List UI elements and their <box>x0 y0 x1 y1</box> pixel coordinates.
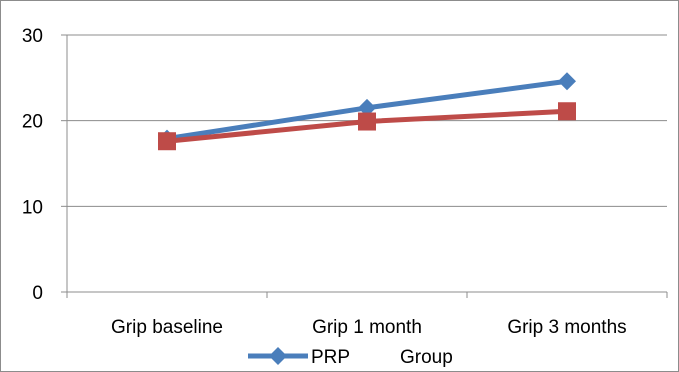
data-point <box>558 72 576 91</box>
legend: PRP Group <box>248 347 453 368</box>
series-prp <box>158 72 576 148</box>
y-tick-label: 20 <box>22 112 43 133</box>
series-group <box>158 102 576 151</box>
data-point <box>358 98 376 117</box>
legend-item: Group <box>400 347 453 368</box>
x-tick-label: Grip baseline <box>111 317 223 338</box>
y-tick-label: 0 <box>32 283 43 304</box>
legend-swatch-marker <box>269 347 287 365</box>
series <box>158 72 576 151</box>
legend-label: PRP <box>311 347 350 368</box>
y-tick-label: 10 <box>22 197 43 218</box>
y-tick-label: 30 <box>22 26 43 47</box>
data-point <box>158 132 176 151</box>
axes: 0 10 20 30 Grip baseline Grip 1 month Grip 3 m… <box>22 26 668 338</box>
legend-label: Group <box>400 347 453 368</box>
legend-item: PRP <box>248 347 350 368</box>
data-point <box>358 112 376 131</box>
x-tick-label: Grip 1 month <box>312 317 422 338</box>
x-tick-label: Grip 3 months <box>507 317 626 338</box>
data-point <box>558 102 576 121</box>
